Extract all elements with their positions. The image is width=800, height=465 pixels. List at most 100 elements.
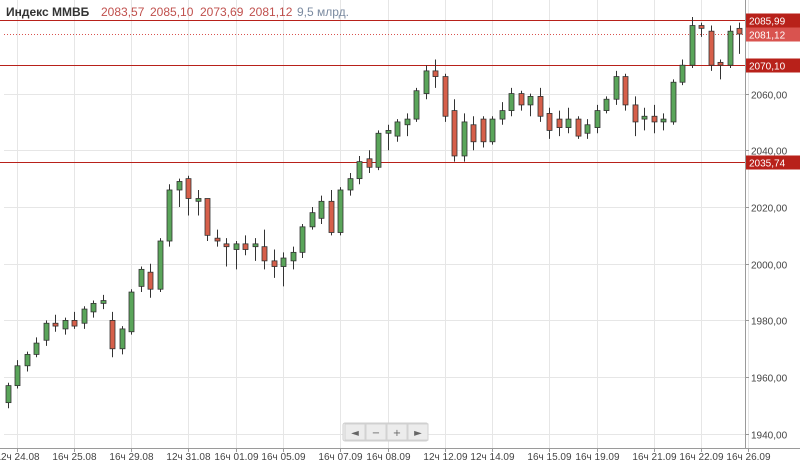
high-value: 2085,10 (150, 5, 194, 19)
level-label: 2035,74 (749, 159, 786, 170)
candle-body-up (356, 161, 363, 180)
y-tick-label: 1960,00 (751, 374, 788, 385)
zoom-out-button[interactable]: − (365, 423, 387, 441)
candle (128, 289, 135, 335)
candle (727, 25, 734, 69)
candle (176, 178, 183, 207)
candle (109, 311, 116, 358)
current-price-label: 2081,12 (749, 31, 786, 42)
open-value: 2083,57 (101, 5, 145, 19)
scroll-right-button[interactable]: ► (407, 423, 429, 441)
right-arrow-icon: ► (414, 428, 422, 439)
candle (328, 189, 335, 236)
candle-body-up (499, 110, 506, 120)
x-tick-label: 16ч 22.09 (679, 452, 724, 463)
candle-body-down (223, 243, 230, 248)
candle-body-up (290, 251, 297, 262)
candle-body-down (366, 158, 373, 168)
candle (594, 104, 601, 134)
candle-body-up (33, 342, 40, 355)
candle-body-up (594, 110, 601, 128)
candle (100, 294, 107, 310)
zoom-in-button-bg[interactable] (386, 423, 408, 441)
candle-body-up (347, 178, 354, 191)
x-tick-label: 12ч 14.09 (470, 452, 515, 463)
candle (679, 59, 686, 86)
chart-navigator: ◄ − + ► (342, 422, 429, 442)
candle-body-up (81, 308, 88, 324)
candle-body-up (404, 118, 411, 126)
candle (603, 96, 610, 114)
y-tick-label: 2040,00 (751, 147, 788, 158)
candle (318, 195, 325, 224)
candle-body-up (176, 181, 183, 191)
candle-body-up (508, 93, 515, 111)
candle-body-down (328, 200, 335, 233)
candle-body-up (128, 291, 135, 333)
candle (613, 70, 620, 105)
candle-body-down (632, 104, 639, 123)
candle (689, 17, 696, 69)
candle (347, 172, 354, 196)
candle-body-up (423, 70, 430, 94)
candle-body-up (679, 64, 686, 83)
candle (442, 73, 449, 122)
candle (556, 110, 563, 137)
candle-body-up (641, 115, 648, 120)
candle (508, 87, 515, 117)
candle-body-up (413, 90, 420, 120)
candle-body-up (461, 121, 468, 157)
candle (432, 59, 439, 88)
plus-icon: + (393, 428, 401, 439)
level-labels: 2085,99 2070,10 2035,74 2081,12 (746, 13, 800, 170)
scroll-left-button[interactable]: ◄ (344, 423, 366, 441)
chart-header: Индекс ММВБ 2083,57 2085,10 2073,69 2081… (6, 5, 349, 19)
candle-body-up (309, 212, 316, 228)
price-axis: 1940,00 1960,00 1980,00 2000,00 2020,00 2040,… (745, 91, 788, 442)
candle (290, 246, 297, 270)
grid-lines (4, 0, 749, 448)
level-label-box (746, 58, 800, 73)
candle (717, 59, 724, 80)
candle-body-down (442, 76, 449, 117)
candle-body-up (119, 328, 126, 350)
scroll-left-button-bg[interactable] (344, 423, 366, 441)
candle-body-up (90, 302, 97, 313)
zoom-in-button[interactable]: + (386, 423, 408, 441)
x-tick-label: 12ч 31.08 (166, 452, 211, 463)
candle-body-up (584, 124, 591, 134)
candle (470, 116, 477, 151)
candle-body-down (556, 118, 563, 128)
candles-layer (5, 17, 743, 409)
candle (641, 107, 648, 131)
candle (157, 238, 164, 293)
x-tick-label: 16ч 29.08 (109, 452, 154, 463)
candle (660, 113, 667, 131)
candle (299, 224, 306, 259)
candle-body-down (480, 118, 487, 143)
candle (81, 306, 88, 329)
current-price-box (746, 27, 800, 42)
candle (622, 73, 629, 111)
chart-title: Индекс ММВБ (6, 5, 90, 19)
candle (461, 113, 468, 162)
zoom-out-button-bg[interactable] (365, 423, 387, 441)
candle-body-down (518, 93, 525, 106)
candle-body-down (185, 178, 192, 199)
candle (546, 107, 553, 139)
candle-body-down (147, 271, 154, 290)
scroll-right-button-bg[interactable] (407, 423, 429, 441)
candle (565, 107, 572, 134)
candle-body-up (43, 322, 50, 341)
x-tick-label: 16ч 25.08 (52, 452, 97, 463)
candle-body-up (24, 354, 31, 367)
candle-body-up (62, 320, 69, 330)
candle (394, 119, 401, 142)
candle-body-up (613, 76, 620, 100)
x-tick-label: 16ч 19.09 (575, 452, 620, 463)
candle-body-down (622, 76, 629, 106)
candle-body-down (71, 320, 78, 327)
candle-body-up (14, 365, 21, 387)
x-tick-label: 16ч 05.09 (261, 452, 306, 463)
